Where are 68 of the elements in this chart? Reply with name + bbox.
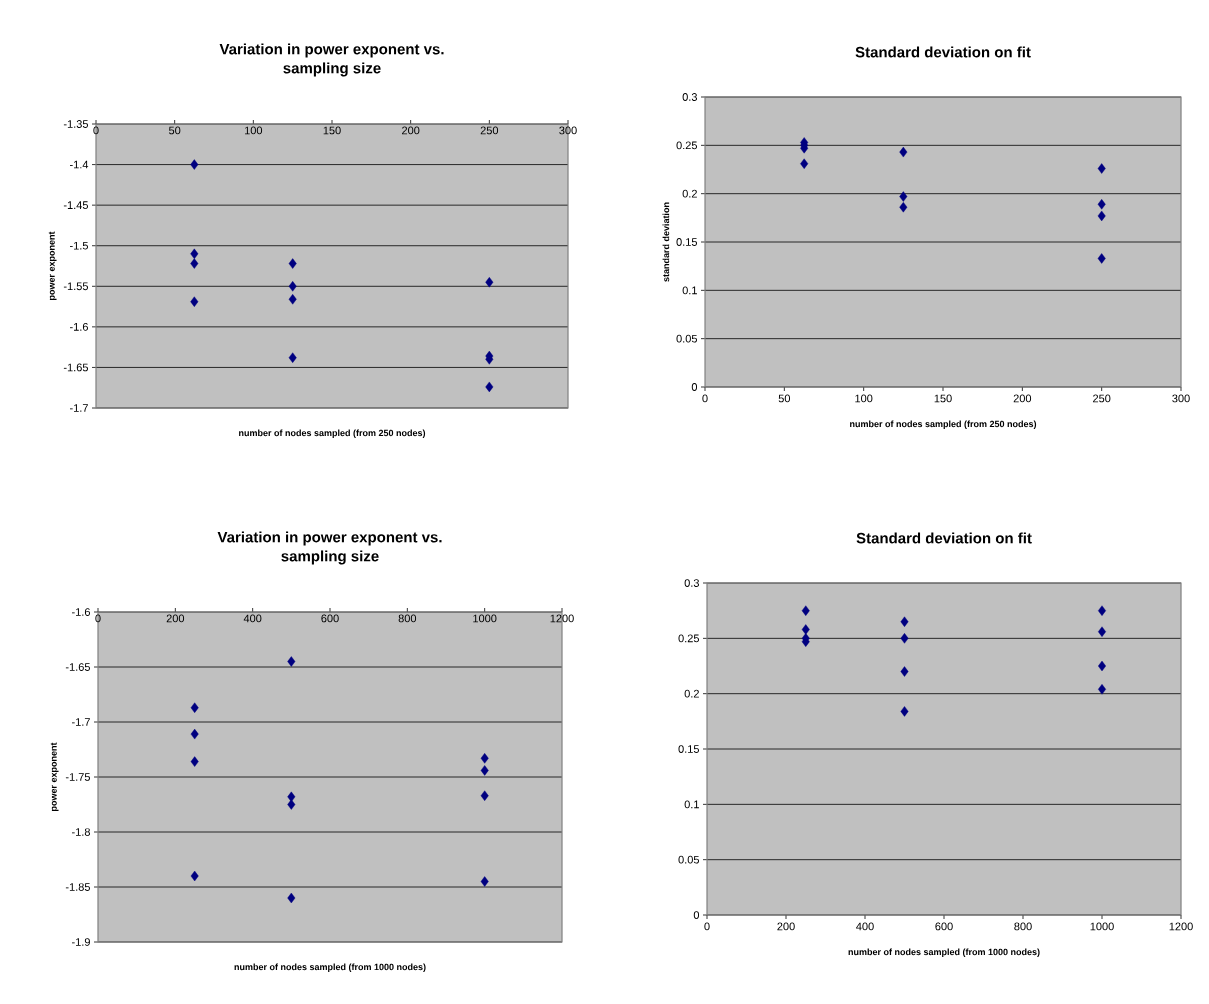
y-tick-label: -1.7 <box>72 718 90 726</box>
y-axis-title: power exponent <box>48 231 57 300</box>
y-tick-label: 0.3 <box>684 579 699 587</box>
x-axis-title: number of nodes sampled (from 1000 nodes) <box>848 948 1040 957</box>
x-axis-title: number of nodes sampled (from 250 nodes) <box>239 429 426 438</box>
chart-title: Standard deviation on fit <box>856 532 1032 544</box>
y-tick-label: 0.15 <box>676 238 697 246</box>
y-tick-label: 0.1 <box>684 800 699 809</box>
x-tick-label: 0 <box>93 126 99 135</box>
y-tick-label: 0.25 <box>678 634 699 643</box>
x-tick-label: 1200 <box>1169 922 1193 931</box>
chart-title: Variation in power exponent vs. sampling size <box>217 531 442 565</box>
chart-title: Variation in power exponent vs. sampling size <box>219 43 444 77</box>
y-tick-label: 0.25 <box>676 141 697 150</box>
y-tick-label: -1.35 <box>63 120 88 128</box>
x-axis-title: number of nodes sampled (from 250 nodes) <box>850 420 1037 429</box>
chart-title: Standard deviation on fit <box>855 46 1031 58</box>
y-tick-label: 0 <box>693 911 700 919</box>
y-axis-title: standard deviation <box>662 202 670 282</box>
x-tick-label: 50 <box>778 394 791 403</box>
y-tick-label: 0.2 <box>682 189 697 198</box>
x-tick-label: 300 <box>559 126 577 135</box>
x-tick-label: 300 <box>1172 394 1190 403</box>
x-tick-label: 1200 <box>550 614 574 623</box>
x-tick-label: 100 <box>855 394 873 403</box>
y-tick-label: 0.05 <box>676 334 697 343</box>
x-tick-label: 600 <box>935 922 953 931</box>
x-tick-label: 200 <box>1013 394 1032 403</box>
x-tick-label: 1000 <box>473 614 497 623</box>
x-tick-label: 400 <box>856 922 874 931</box>
x-tick-label: 250 <box>480 126 499 135</box>
x-tick-label: 1000 <box>1090 922 1114 931</box>
y-tick-label: -1.55 <box>63 282 88 291</box>
y-tick-label: -1.6 <box>70 322 88 331</box>
y-tick-label: -1.75 <box>65 773 90 781</box>
y-tick-label: -1.4 <box>70 160 89 169</box>
x-tick-label: 0 <box>95 614 101 623</box>
y-tick-label: -1.8 <box>72 828 90 836</box>
y-tick-label: 0.2 <box>684 689 699 698</box>
x-tick-label: 50 <box>168 126 181 135</box>
x-tick-label: 400 <box>243 614 262 623</box>
y-tick-label: -1.65 <box>63 363 88 372</box>
y-tick-label: -1.85 <box>65 883 90 891</box>
x-tick-label: 150 <box>934 394 952 403</box>
x-tick-label: 200 <box>402 126 420 135</box>
x-tick-label: 800 <box>398 614 417 623</box>
x-tick-label: 800 <box>1014 922 1032 931</box>
x-tick-label: 200 <box>777 922 795 931</box>
y-tick-label: -1.5 <box>70 241 88 250</box>
y-tick-label: -1.65 <box>65 663 90 671</box>
y-tick-label: 0.3 <box>682 93 697 101</box>
x-tick-label: 100 <box>244 126 263 135</box>
y-axis-title: power exponent <box>50 742 59 811</box>
y-tick-label: 0.05 <box>678 855 699 864</box>
x-tick-label: 0 <box>704 922 710 931</box>
y-tick-label: -1.45 <box>63 201 88 209</box>
y-tick-label: -1.9 <box>72 938 90 946</box>
x-tick-label: 200 <box>166 614 185 623</box>
x-tick-label: 0 <box>702 394 708 403</box>
y-tick-label: 0 <box>691 383 698 391</box>
y-tick-label: 0.1 <box>682 286 697 295</box>
y-tick-label: 0.15 <box>678 745 699 753</box>
x-tick-label: 600 <box>321 614 339 623</box>
x-tick-label: 250 <box>1093 394 1111 403</box>
y-tick-label: -1.6 <box>72 608 90 616</box>
x-axis-title: number of nodes sampled (from 1000 nodes) <box>234 963 426 972</box>
x-tick-label: 150 <box>323 126 341 135</box>
y-tick-label: -1.7 <box>70 404 88 412</box>
